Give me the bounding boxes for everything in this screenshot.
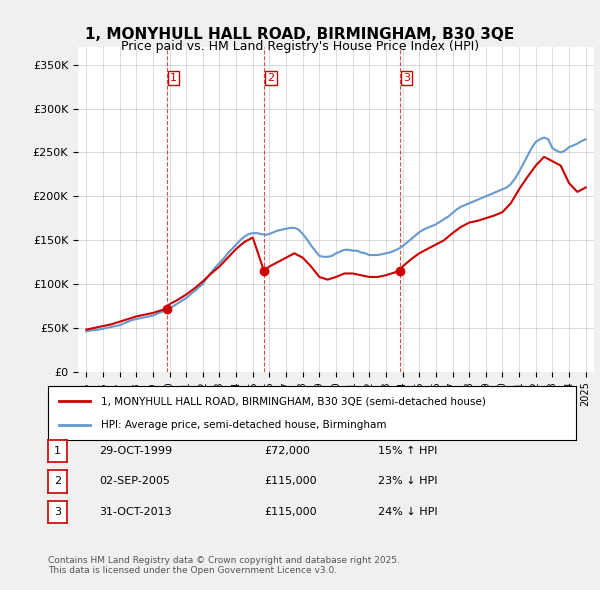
Text: 29-OCT-1999: 29-OCT-1999 xyxy=(99,446,172,455)
Text: 3: 3 xyxy=(54,507,61,517)
Text: 2: 2 xyxy=(54,477,61,486)
Text: 24% ↓ HPI: 24% ↓ HPI xyxy=(378,507,437,517)
Text: Price paid vs. HM Land Registry's House Price Index (HPI): Price paid vs. HM Land Registry's House … xyxy=(121,40,479,53)
Text: £115,000: £115,000 xyxy=(264,477,317,486)
Text: £72,000: £72,000 xyxy=(264,446,310,455)
Text: 1, MONYHULL HALL ROAD, BIRMINGHAM, B30 3QE (semi-detached house): 1, MONYHULL HALL ROAD, BIRMINGHAM, B30 3… xyxy=(101,396,485,407)
Text: 31-OCT-2013: 31-OCT-2013 xyxy=(99,507,172,517)
Text: HPI: Average price, semi-detached house, Birmingham: HPI: Average price, semi-detached house,… xyxy=(101,419,386,430)
Text: 3: 3 xyxy=(403,73,410,83)
Text: 2: 2 xyxy=(267,73,274,83)
Text: 23% ↓ HPI: 23% ↓ HPI xyxy=(378,477,437,486)
Text: 15% ↑ HPI: 15% ↑ HPI xyxy=(378,446,437,455)
Text: 1: 1 xyxy=(170,73,177,83)
Text: 1: 1 xyxy=(54,446,61,455)
Text: 1, MONYHULL HALL ROAD, BIRMINGHAM, B30 3QE: 1, MONYHULL HALL ROAD, BIRMINGHAM, B30 3… xyxy=(85,27,515,41)
Text: Contains HM Land Registry data © Crown copyright and database right 2025.
This d: Contains HM Land Registry data © Crown c… xyxy=(48,556,400,575)
Text: £115,000: £115,000 xyxy=(264,507,317,517)
Text: 02-SEP-2005: 02-SEP-2005 xyxy=(99,477,170,486)
